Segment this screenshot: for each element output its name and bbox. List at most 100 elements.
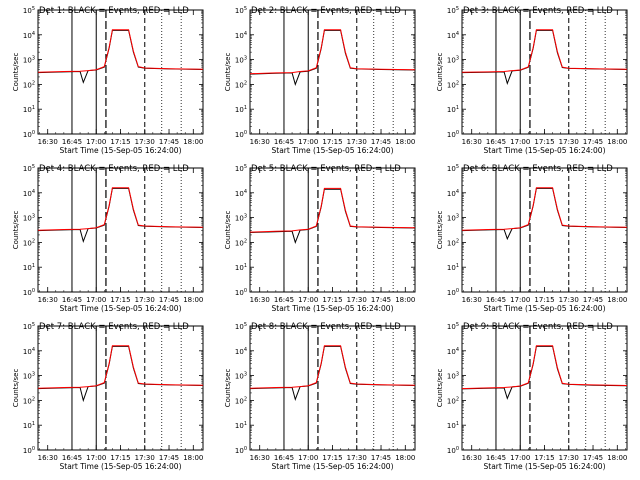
series-line-lld (461, 29, 628, 73)
y-tick-label: 103 (23, 214, 35, 223)
x-axis-label: Start Time (15-Sep-05 16:24:00) (60, 146, 182, 155)
x-tick-label: 17:15 (110, 296, 130, 304)
y-tick-label: 104 (235, 347, 247, 356)
y-tick-label: 100 (23, 130, 35, 139)
panel-title: Det 4: BLACK = Events, RED = LLD (39, 164, 189, 174)
x-tick-label: 16:45 (486, 454, 506, 462)
y-tick-label: 104 (23, 347, 35, 356)
series-line-events (461, 187, 628, 241)
y-tick-label: 104 (235, 31, 247, 40)
y-tick-label: 103 (23, 372, 35, 381)
y-tick-label: 102 (235, 238, 247, 247)
series-line-events (249, 345, 416, 402)
y-axis-label: Counts/sec (12, 211, 20, 250)
y-tick-label: 100 (447, 288, 459, 297)
y-tick-label: 104 (447, 189, 459, 198)
panel-det-7: Det 7: BLACK = Events, RED = LLD 100 101 10… (12, 322, 204, 471)
y-tick-label: 105 (235, 322, 247, 331)
panel-det-1: Det 1: BLACK = Events, RED = LLD 100 101 10… (12, 6, 204, 155)
y-tick-label: 102 (23, 396, 35, 405)
x-tick-label: 16:45 (274, 454, 294, 462)
panel-title: Det 5: BLACK = Events, RED = LLD (251, 164, 401, 174)
y-axis-label: Counts/sec (224, 53, 232, 92)
x-tick-label: 16:30 (250, 296, 270, 304)
x-tick-label: 16:30 (38, 138, 58, 146)
y-tick-label: 102 (23, 238, 35, 247)
panel-title: Det 3: BLACK = Events, RED = LLD (463, 6, 613, 16)
y-tick-label: 105 (447, 6, 459, 15)
y-tick-label: 103 (447, 214, 459, 223)
y-axis-label: Counts/sec (436, 369, 444, 408)
y-tick-label: 100 (23, 446, 35, 455)
x-tick-label: 16:45 (274, 138, 294, 146)
y-tick-label: 101 (23, 263, 35, 272)
x-tick-label: 17:30 (135, 138, 155, 146)
x-tick-label: 17:15 (534, 296, 554, 304)
x-tick-label: 17:00 (86, 138, 106, 146)
y-axis-label: Counts/sec (436, 211, 444, 250)
y-tick-label: 103 (235, 372, 247, 381)
y-tick-label: 101 (23, 421, 35, 430)
x-tick-label: 18:00 (183, 138, 203, 146)
series-line-events (37, 187, 204, 244)
y-tick-label: 104 (447, 347, 459, 356)
panel-det-9: Det 9: BLACK = Events, RED = LLD 100 101 10… (436, 322, 628, 471)
series-line-events (249, 29, 416, 86)
y-tick-label: 103 (235, 56, 247, 65)
series-line-events (37, 29, 204, 84)
y-tick-label: 105 (23, 164, 35, 173)
y-tick-label: 102 (235, 80, 247, 89)
panel-title: Det 2: BLACK = Events, RED = LLD (251, 6, 401, 16)
y-tick-label: 100 (23, 288, 35, 297)
y-tick-label: 101 (235, 421, 247, 430)
panel-det-4: Det 4: BLACK = Events, RED = LLD 100 101 10… (12, 164, 204, 313)
y-tick-label: 101 (447, 105, 459, 114)
x-axis-label: Start Time (15-Sep-05 16:24:00) (484, 462, 606, 471)
panel-title: Det 9: BLACK = Events, RED = LLD (463, 322, 613, 332)
series-line-events (461, 345, 628, 400)
y-tick-label: 100 (447, 130, 459, 139)
x-tick-label: 16:30 (462, 454, 482, 462)
y-axis-label: Counts/sec (224, 369, 232, 408)
x-tick-label: 17:45 (371, 454, 391, 462)
y-tick-label: 100 (447, 446, 459, 455)
x-tick-label: 17:30 (559, 296, 579, 304)
y-axis-label: Counts/sec (12, 53, 20, 92)
x-tick-label: 18:00 (607, 454, 627, 462)
series-line-lld (249, 345, 416, 389)
y-tick-label: 105 (447, 322, 459, 331)
x-tick-label: 17:45 (583, 454, 603, 462)
series-line-lld (461, 345, 628, 390)
x-tick-label: 17:30 (347, 138, 367, 146)
y-tick-label: 103 (235, 214, 247, 223)
y-tick-label: 102 (447, 238, 459, 247)
y-tick-label: 101 (235, 263, 247, 272)
x-tick-label: 18:00 (183, 296, 203, 304)
series-line-lld (37, 29, 204, 73)
panel-det-2: Det 2: BLACK = Events, RED = LLD 100 101 10… (224, 6, 416, 155)
x-tick-label: 17:30 (135, 454, 155, 462)
x-tick-label: 16:45 (486, 296, 506, 304)
panel-title: Det 1: BLACK = Events, RED = LLD (39, 6, 189, 16)
x-tick-label: 17:00 (86, 454, 106, 462)
plot-frame (249, 167, 416, 293)
x-tick-label: 16:30 (38, 454, 58, 462)
x-tick-label: 17:15 (322, 296, 342, 304)
x-axis-label: Start Time (15-Sep-05 16:24:00) (484, 146, 606, 155)
x-tick-label: 17:15 (110, 454, 130, 462)
x-tick-label: 17:45 (159, 138, 179, 146)
y-tick-label: 102 (23, 80, 35, 89)
y-tick-label: 105 (447, 164, 459, 173)
x-tick-label: 17:45 (371, 296, 391, 304)
y-tick-label: 105 (23, 322, 35, 331)
x-tick-label: 17:00 (510, 454, 530, 462)
x-axis-label: Start Time (15-Sep-05 16:24:00) (272, 146, 394, 155)
x-tick-label: 17:45 (583, 138, 603, 146)
panel-title: Det 6: BLACK = Events, RED = LLD (463, 164, 613, 174)
panel-det-3: Det 3: BLACK = Events, RED = LLD 100 101 10… (436, 6, 628, 155)
x-axis-label: Start Time (15-Sep-05 16:24:00) (60, 304, 182, 313)
x-tick-label: 17:30 (347, 454, 367, 462)
y-tick-label: 101 (23, 105, 35, 114)
y-tick-label: 102 (447, 80, 459, 89)
series-line-events (37, 345, 204, 403)
